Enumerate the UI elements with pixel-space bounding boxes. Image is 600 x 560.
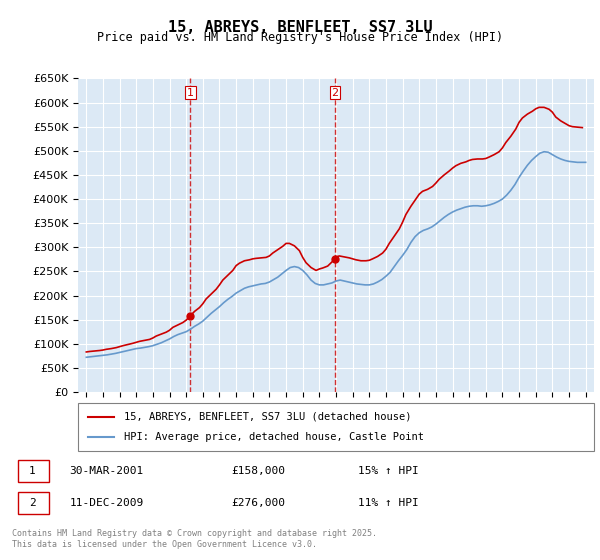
Text: 2: 2 [332, 88, 339, 98]
Text: 15, ABREYS, BENFLEET, SS7 3LU (detached house): 15, ABREYS, BENFLEET, SS7 3LU (detached … [124, 412, 412, 422]
Text: £158,000: £158,000 [231, 466, 285, 476]
Text: 1: 1 [29, 466, 35, 476]
Text: 2: 2 [29, 498, 35, 508]
Text: 15% ↑ HPI: 15% ↑ HPI [358, 466, 418, 476]
Text: 30-MAR-2001: 30-MAR-2001 [70, 466, 144, 476]
Text: 15, ABREYS, BENFLEET, SS7 3LU: 15, ABREYS, BENFLEET, SS7 3LU [167, 20, 433, 35]
FancyBboxPatch shape [78, 403, 594, 451]
Text: HPI: Average price, detached house, Castle Point: HPI: Average price, detached house, Cast… [124, 432, 424, 442]
Text: 11-DEC-2009: 11-DEC-2009 [70, 498, 144, 508]
Text: 1: 1 [187, 88, 194, 98]
FancyBboxPatch shape [18, 460, 49, 482]
Text: 11% ↑ HPI: 11% ↑ HPI [358, 498, 418, 508]
Text: Contains HM Land Registry data © Crown copyright and database right 2025.
This d: Contains HM Land Registry data © Crown c… [12, 529, 377, 549]
FancyBboxPatch shape [18, 492, 49, 514]
Text: Price paid vs. HM Land Registry's House Price Index (HPI): Price paid vs. HM Land Registry's House … [97, 31, 503, 44]
Text: £276,000: £276,000 [231, 498, 285, 508]
